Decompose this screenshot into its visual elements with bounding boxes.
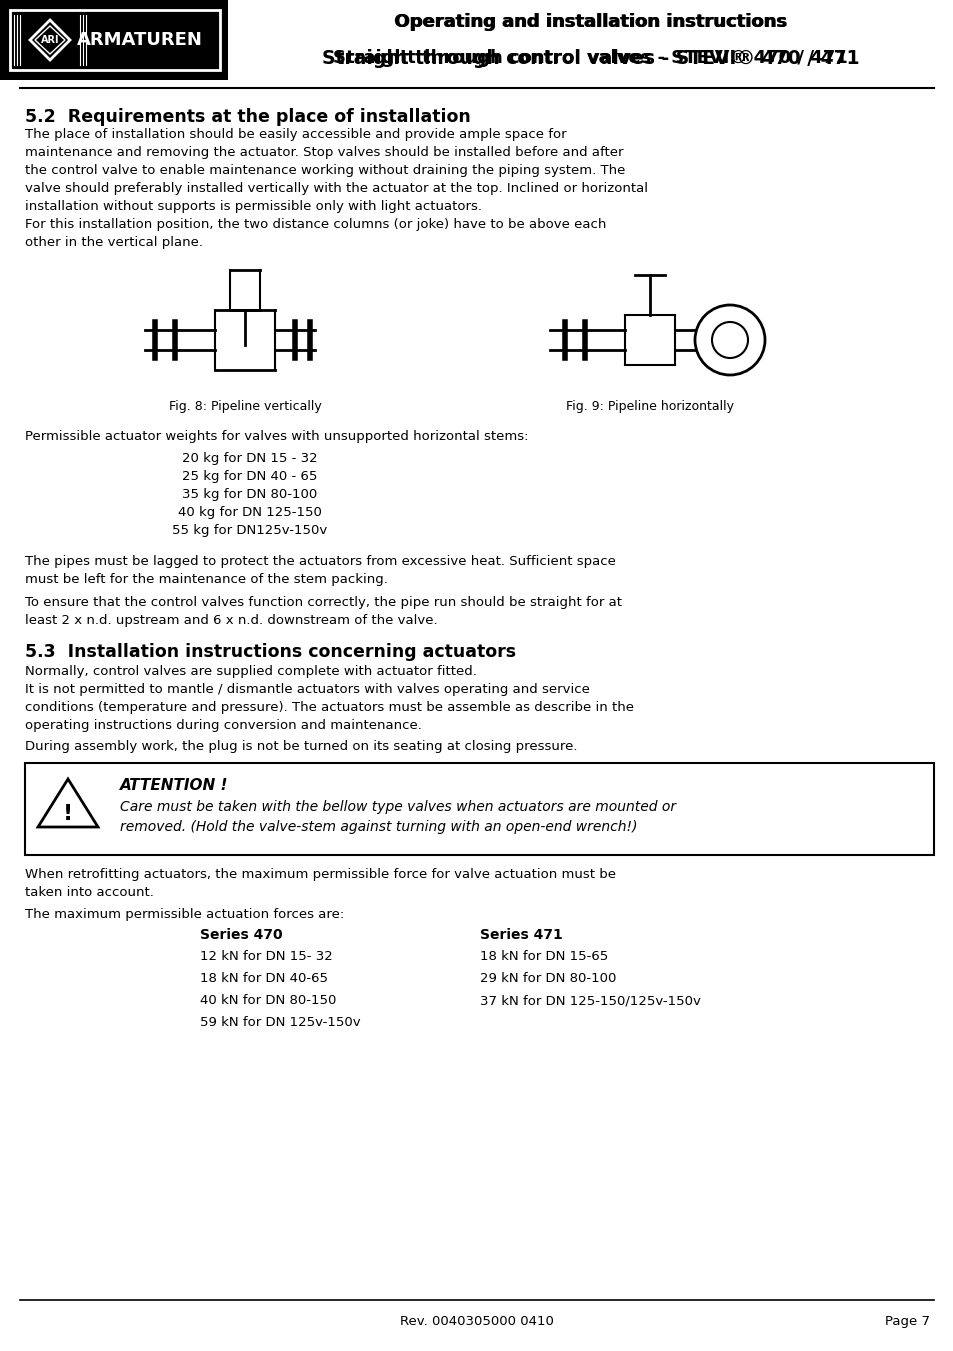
Text: 20 kg for DN 15 - 32: 20 kg for DN 15 - 32	[182, 453, 317, 465]
Text: Normally, control valves are supplied complete with actuator fitted.
It is not p: Normally, control valves are supplied co…	[25, 665, 634, 732]
Text: During assembly work, the plug is not be turned on its seating at closing pressu: During assembly work, the plug is not be…	[25, 740, 577, 753]
FancyBboxPatch shape	[25, 763, 933, 855]
Text: To ensure that the control valves function correctly, the pipe run should be str: To ensure that the control valves functi…	[25, 596, 621, 627]
Text: Series 471: Series 471	[479, 928, 562, 942]
Text: 12 kN for DN 15- 32: 12 kN for DN 15- 32	[200, 950, 333, 963]
Text: Straight through control valves - STEVI® 470 / 471: Straight through control valves - STEVI®…	[333, 49, 846, 68]
Text: Permissible actuator weights for valves with unsupported horizontal stems:: Permissible actuator weights for valves …	[25, 430, 528, 443]
FancyBboxPatch shape	[0, 0, 953, 80]
Text: Operating and installation instructions: Operating and installation instructions	[394, 14, 785, 31]
Text: Series 470: Series 470	[200, 928, 282, 942]
Text: The pipes must be lagged to protect the actuators from excessive heat. Sufficien: The pipes must be lagged to protect the …	[25, 555, 616, 586]
Text: The place of installation should be easily accessible and provide ample space fo: The place of installation should be easi…	[25, 128, 647, 249]
Text: 5.2  Requirements at the place of installation: 5.2 Requirements at the place of install…	[25, 108, 470, 126]
FancyBboxPatch shape	[8, 8, 223, 72]
Text: Fig. 9: Pipeline horizontally: Fig. 9: Pipeline horizontally	[565, 400, 733, 413]
Text: ARI: ARI	[41, 35, 59, 45]
Text: 35 kg for DN 80-100: 35 kg for DN 80-100	[182, 488, 317, 501]
Text: 29 kN for DN 80-100: 29 kN for DN 80-100	[479, 971, 616, 985]
Text: 59 kN for DN 125v-150v: 59 kN for DN 125v-150v	[200, 1016, 360, 1029]
Text: Page 7: Page 7	[884, 1315, 929, 1328]
Text: 40 kN for DN 80-150: 40 kN for DN 80-150	[200, 994, 336, 1006]
Polygon shape	[38, 780, 98, 827]
Text: 25 kg for DN 40 - 65: 25 kg for DN 40 - 65	[182, 470, 317, 484]
Text: Operating and installation instructions: Operating and installation instructions	[395, 14, 786, 31]
FancyBboxPatch shape	[228, 0, 953, 80]
Text: 40 kg for DN 125-150: 40 kg for DN 125-150	[178, 507, 321, 519]
Text: ATTENTION !: ATTENTION !	[120, 778, 229, 793]
Text: 18 kN for DN 40-65: 18 kN for DN 40-65	[200, 971, 328, 985]
Text: Fig. 8: Pipeline vertically: Fig. 8: Pipeline vertically	[169, 400, 321, 413]
Text: Straight through control valves - STEVI® 470 / 471: Straight through control valves - STEVI®…	[322, 49, 859, 68]
Text: The maximum permissible actuation forces are:: The maximum permissible actuation forces…	[25, 908, 344, 921]
Text: Care must be taken with the bellow type valves when actuators are mounted or
rem: Care must be taken with the bellow type …	[120, 800, 676, 834]
Text: !: !	[63, 804, 73, 824]
Text: 18 kN for DN 15-65: 18 kN for DN 15-65	[479, 950, 608, 963]
Text: ARMATUREN: ARMATUREN	[77, 31, 203, 49]
Text: 37 kN for DN 125-150/125v-150v: 37 kN for DN 125-150/125v-150v	[479, 994, 700, 1006]
Text: 55 kg for DN125v-150v: 55 kg for DN125v-150v	[172, 524, 327, 536]
FancyBboxPatch shape	[10, 9, 220, 70]
Text: When retrofitting actuators, the maximum permissible force for valve actuation m: When retrofitting actuators, the maximum…	[25, 867, 616, 898]
Text: Rev. 0040305000 0410: Rev. 0040305000 0410	[399, 1315, 554, 1328]
Text: 5.3  Installation instructions concerning actuators: 5.3 Installation instructions concerning…	[25, 643, 516, 661]
